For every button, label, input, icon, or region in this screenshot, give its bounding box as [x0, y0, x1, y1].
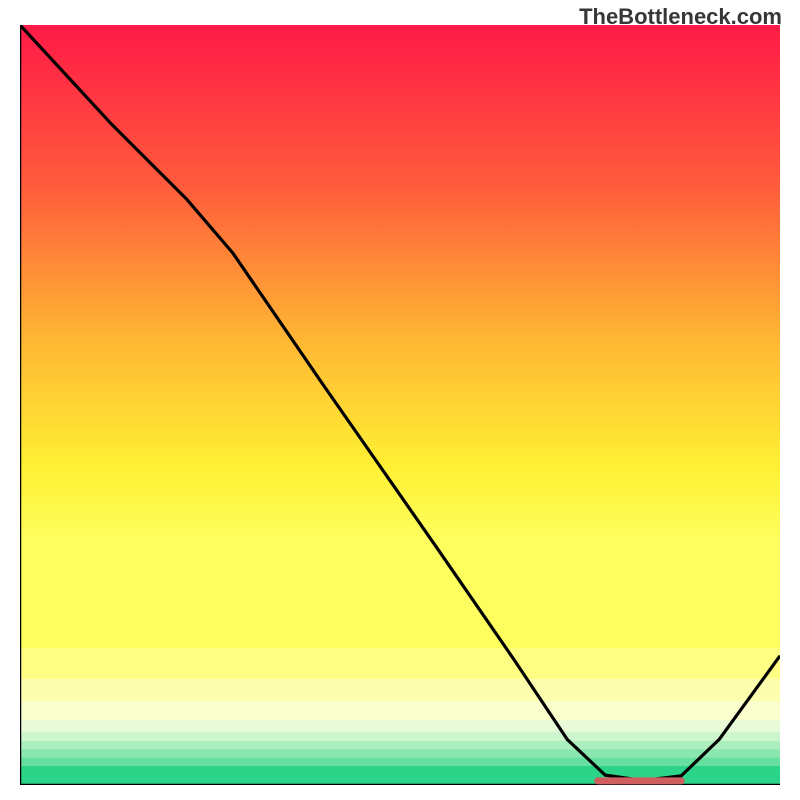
watermark-text: TheBottleneck.com	[579, 4, 782, 30]
chart-svg	[20, 25, 780, 785]
bottleneck-chart	[20, 25, 780, 785]
